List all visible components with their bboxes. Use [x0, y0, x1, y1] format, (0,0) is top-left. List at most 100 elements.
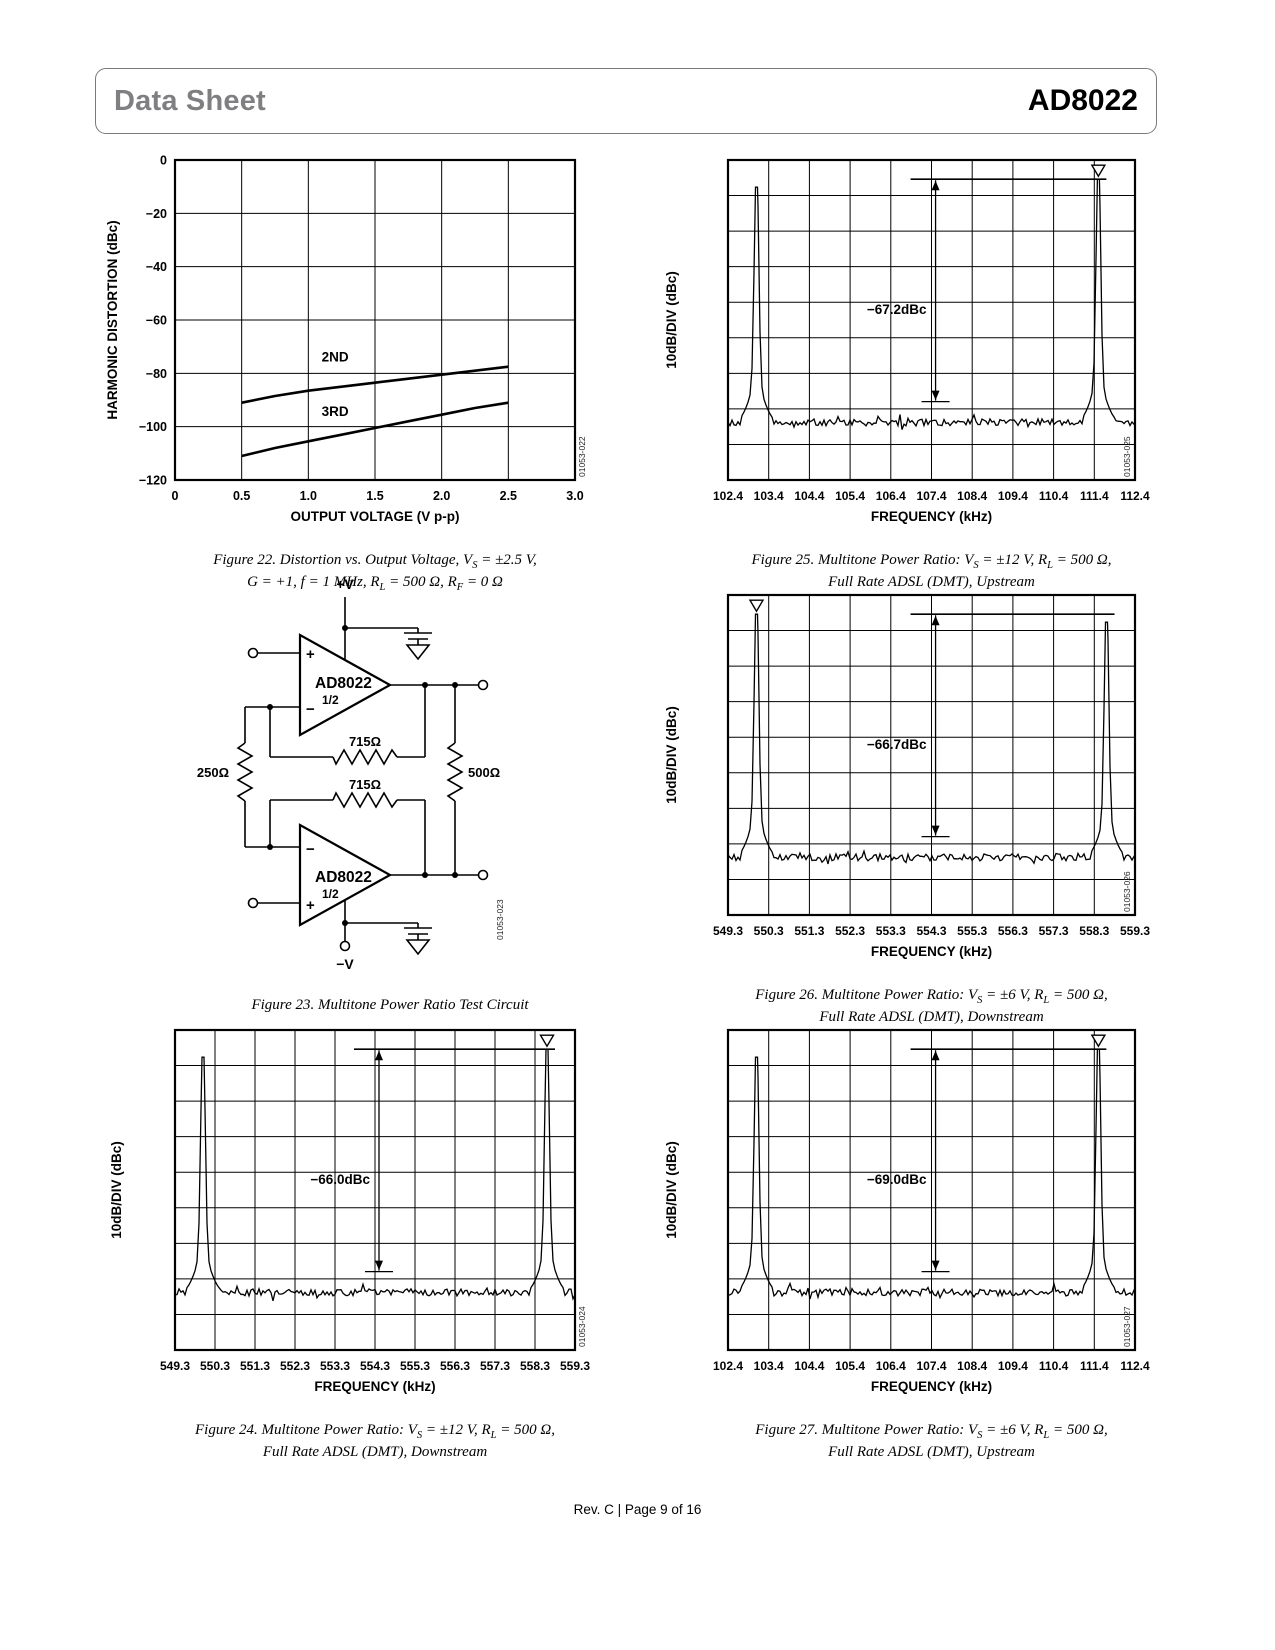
x-tick-label: 553.3: [876, 924, 906, 938]
x-tick-label: 107.4: [916, 1359, 946, 1373]
spectrum-trace: [174, 1048, 576, 1301]
x-tick-label: 0: [172, 489, 179, 503]
x-tick-label: 554.3: [916, 924, 946, 938]
marker-triangle: [539, 1034, 555, 1048]
plot-border: [726, 1028, 1137, 1352]
figure-26: 549.3 550.3 551.3 552.3 553.3 554.3 555.3 556.3…: [660, 587, 1150, 1026]
part-number: AD8022: [1027, 84, 1138, 117]
opamp-minus-pin-top: −: [306, 701, 315, 718]
x-tick-label: 108.4: [957, 1359, 987, 1373]
y-axis-title: 10dB/DIV (dBc): [109, 1141, 124, 1239]
x-tick-label: 105.4: [835, 1359, 865, 1373]
fig23-test-circuit: +V −V + − AD8022 1/2 − + AD8022 1/2 715Ω…: [197, 576, 505, 972]
plot-border: [173, 158, 577, 482]
arrowhead-down: [931, 390, 940, 401]
spectrum-trace: [727, 178, 1136, 430]
mtpr-annotation: −67.2dBc: [867, 302, 927, 317]
x-tick-label: 102.4: [713, 489, 743, 503]
x-tick-label: 106.4: [876, 1359, 906, 1373]
x-tick-label: 109.4: [998, 1359, 1028, 1373]
fig24-caption: Figure 24. Multitone Power Ratio: VS = ±…: [175, 1421, 575, 1461]
y-axis-title: 10dB/DIV (dBc): [664, 271, 679, 369]
r-load-label: 500Ω: [468, 765, 500, 780]
output-terminal: [477, 869, 489, 881]
caption-line: Figure 23. Multitone Power Ratio Test Ci…: [251, 997, 529, 1013]
fig23-caption: Figure 23. Multitone Power Ratio Test Ci…: [165, 996, 615, 1014]
x-tick-label: 110.4: [1039, 1359, 1069, 1373]
arrowhead-up: [931, 180, 940, 191]
x-tick-label: 559.3: [560, 1359, 590, 1373]
y-tick-label: −80: [146, 367, 167, 381]
resistor-715-bottom: [332, 791, 398, 809]
x-tick-label: 2.0: [433, 489, 450, 503]
x-tick-label: 3.0: [566, 489, 583, 503]
x-tick-label: 111.4: [1080, 1359, 1109, 1373]
opamp-triangle-top: [298, 633, 393, 737]
figure-23: +V −V + − AD8022 1/2 − + AD8022 1/2 715Ω…: [165, 575, 615, 1014]
x-tick-label: 1.0: [300, 489, 317, 503]
fig25-caption: Figure 25. Multitone Power Ratio: VS = ±…: [728, 551, 1135, 591]
x-tick-label: 549.3: [160, 1359, 190, 1373]
opamp-name-bottom: AD8022: [315, 869, 372, 886]
x-tick-label: 549.3: [713, 924, 743, 938]
y-tick-label: −60: [146, 314, 167, 328]
opamp-plus-pin-bottom: +: [306, 897, 315, 914]
x-tick-label: 109.4: [998, 489, 1028, 503]
x-tick-label: 105.4: [835, 489, 865, 503]
fig26-caption: Figure 26. Multitone Power Ratio: VS = ±…: [728, 986, 1135, 1026]
x-axis-title: FREQUENCY (kHz): [871, 1379, 992, 1394]
y-tick-label: −100: [139, 420, 167, 434]
x-tick-label: 102.4: [713, 1359, 743, 1373]
caption-line: Figure 24. Multitone Power Ratio: VS = ±…: [195, 1422, 555, 1441]
opamp-plus-pin-top: +: [306, 646, 315, 663]
curve-3RD: [241, 401, 509, 458]
mtpr-annotation: −69.0dBc: [867, 1172, 927, 1187]
x-tick-label: 0.5: [233, 489, 250, 503]
x-tick-label: 552.3: [280, 1359, 310, 1373]
marker-triangle: [1090, 1034, 1107, 1048]
caption-line: Figure 26. Multitone Power Ratio: VS = ±…: [755, 987, 1108, 1006]
x-tick-label: 104.4: [794, 1359, 824, 1373]
mtpr-annotation: −66.0dBc: [310, 1172, 370, 1187]
x-tick-label: 555.3: [400, 1359, 430, 1373]
pos-supply-label: +V: [336, 576, 354, 592]
figure-24: 549.3 550.3 551.3 552.3 553.3 554.3 555.3 556.3…: [95, 1022, 605, 1461]
caption-line: Full Rate ADSL (DMT), Downstream: [819, 1008, 1044, 1025]
x-axis-title: FREQUENCY (kHz): [871, 509, 992, 524]
caption-line: Figure 27. Multitone Power Ratio: VS = ±…: [755, 1422, 1108, 1441]
x-tick-label: 106.4: [876, 489, 906, 503]
curve-2ND: [241, 365, 509, 404]
input-terminal: [247, 647, 259, 659]
x-axis-title: OUTPUT VOLTAGE (V p-p): [291, 509, 460, 524]
resistor-250: [236, 742, 254, 802]
x-tick-label: 2.5: [500, 489, 517, 503]
resistor-715-top: [332, 748, 398, 766]
figure-watermark: 01053-022: [577, 436, 587, 477]
r-feedback-bottom-label: 715Ω: [349, 777, 381, 792]
x-tick-label: 108.4: [957, 489, 987, 503]
figure-watermark: 01053-025: [1122, 436, 1132, 477]
arrowhead-down: [931, 825, 940, 836]
x-tick-label: 553.3: [320, 1359, 350, 1373]
figure-watermark: 01053-024: [577, 1306, 587, 1347]
opamp-half-bottom: 1/2: [322, 887, 339, 901]
y-axis-title: 10dB/DIV (dBc): [664, 706, 679, 804]
plot-border: [726, 593, 1137, 917]
x-tick-label: 557.3: [480, 1359, 510, 1373]
ground-symbol: [405, 939, 431, 956]
plot-border: [726, 158, 1137, 482]
fig26-spectrum-chart: 549.3 550.3 551.3 552.3 553.3 554.3 555.3 556.3…: [664, 593, 1150, 959]
caption-line: Figure 22. Distortion vs. Output Voltage…: [213, 552, 537, 571]
x-tick-label: 112.4: [1120, 1359, 1150, 1373]
x-tick-label: 107.4: [916, 489, 946, 503]
y-tick-label: −120: [139, 474, 167, 488]
series-label: 2ND: [322, 349, 349, 364]
figure-22: 0 0.5 1.0 1.5 2.0 2.5 3.0 0 −20 −40 −60 −80 −100 −120…: [95, 152, 605, 595]
series-label: 3RD: [322, 404, 349, 419]
y-tick-label: −40: [146, 260, 167, 274]
figure-watermark: 01053-026: [1122, 871, 1132, 912]
figure-watermark: 01053-023: [495, 899, 505, 940]
x-tick-label: 557.3: [1039, 924, 1069, 938]
x-tick-label: 558.3: [1079, 924, 1109, 938]
arrowhead-up: [931, 1050, 940, 1061]
